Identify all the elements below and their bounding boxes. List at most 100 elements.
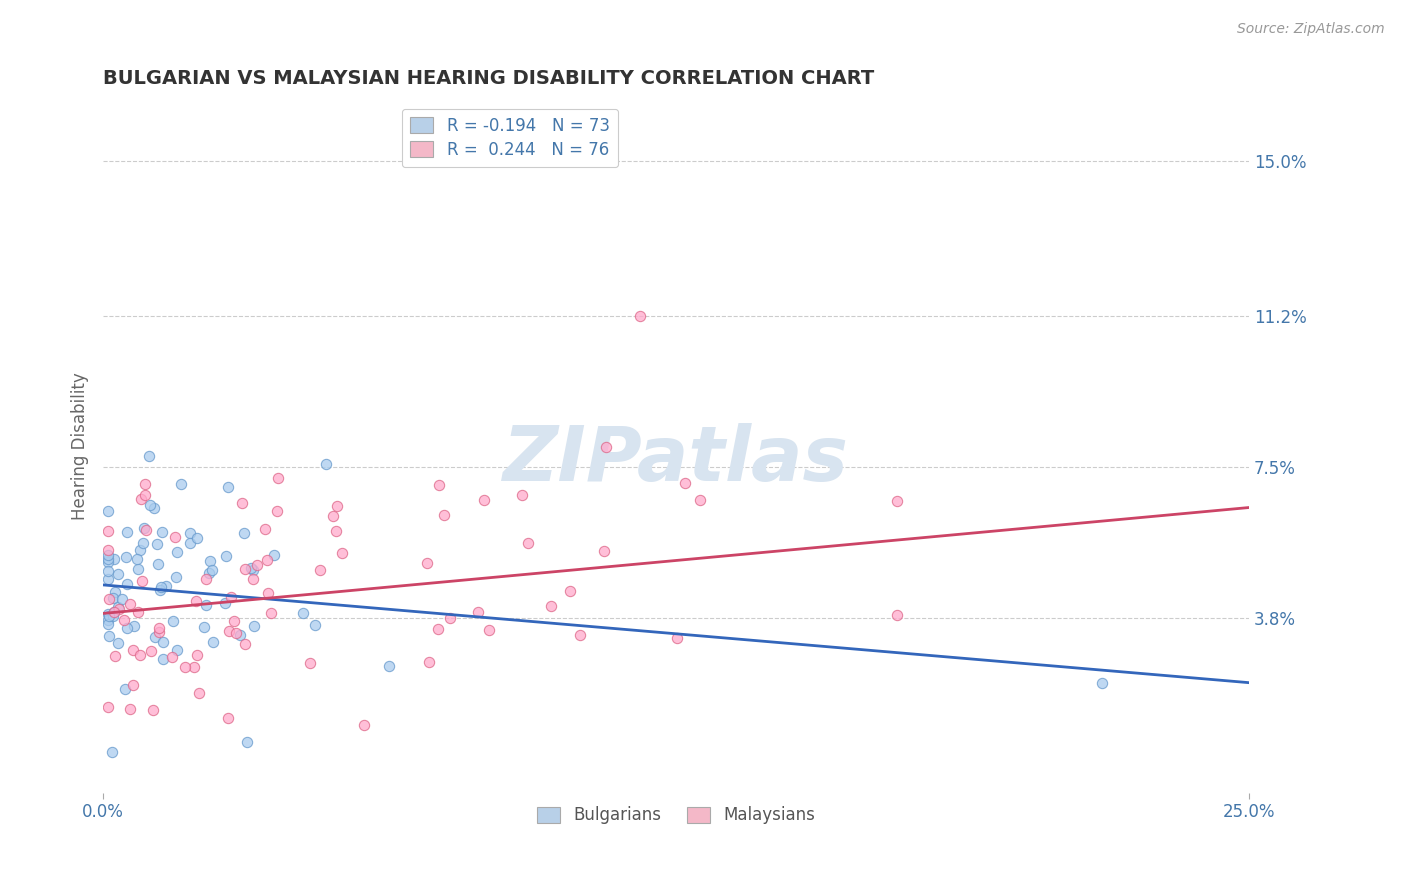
Legend: Bulgarians, Malaysians: Bulgarians, Malaysians [529,798,824,833]
Point [97,617,120,632]
Point [160,649,183,664]
Point [467,605,489,619]
Point [165,570,187,584]
Point [152,652,174,666]
Point [139,644,162,658]
Point [330,545,353,559]
Point [132,521,155,535]
Point [118,702,141,716]
Point [115,549,138,564]
Point [97,699,120,714]
Point [186,531,208,545]
Point [325,524,347,538]
Point [108,602,131,616]
Point [104,584,127,599]
Point [378,659,401,673]
Point [292,607,315,621]
Point [886,608,908,623]
Point [97,524,120,539]
Point [115,577,138,591]
Point [97,573,120,587]
Point [97,556,120,570]
Point [242,619,264,633]
Point [214,549,236,563]
Point [186,593,208,607]
Point [253,523,276,537]
Point [188,685,211,699]
Point [595,441,617,455]
Point [127,562,149,576]
Point [97,504,120,518]
Point [112,614,135,628]
Point [97,613,120,627]
Point [122,642,145,657]
Point [689,492,711,507]
Point [179,526,201,541]
Point [235,637,257,651]
Point [122,678,145,692]
Point [198,566,221,580]
Point [257,586,280,600]
Point [195,573,218,587]
Point [129,648,152,662]
Point [326,499,349,513]
Point [201,563,224,577]
Point [97,564,120,578]
Point [101,591,124,606]
Point [117,621,139,635]
Point [472,492,495,507]
Point [183,659,205,673]
Point [193,619,215,633]
Point [233,525,256,540]
Point [433,508,456,522]
Point [162,614,184,628]
Point [240,561,263,575]
Point [148,621,170,635]
Point [218,624,240,639]
Text: BULGARIAN VS MALAYSIAN HEARING DISABILITY CORRELATION CHART: BULGARIAN VS MALAYSIAN HEARING DISABILIT… [103,69,875,87]
Point [299,656,322,670]
Point [134,488,156,502]
Point [148,625,170,640]
Point [217,480,239,494]
Point [267,471,290,485]
Text: Source: ZipAtlas.com: Source: ZipAtlas.com [1237,22,1385,37]
Point [98,591,121,606]
Point [242,572,264,586]
Point [142,500,165,515]
Point [233,562,256,576]
Point [260,606,283,620]
Point [97,552,120,566]
Point [149,580,172,594]
Point [165,530,187,544]
Point [665,632,688,646]
Point [322,509,344,524]
Point [166,643,188,657]
Point [127,605,149,619]
Point [155,579,177,593]
Point [224,614,246,628]
Point [142,703,165,717]
Point [97,548,120,562]
Point [418,656,440,670]
Point [427,622,450,636]
Point [439,610,461,624]
Point [186,648,208,662]
Point [217,711,239,725]
Point [138,449,160,463]
Point [127,552,149,566]
Point [198,553,221,567]
Point [122,618,145,632]
Point [309,563,332,577]
Point [246,558,269,572]
Point [416,556,439,570]
Point [266,504,288,518]
Point [225,626,247,640]
Point [115,525,138,540]
Point [139,498,162,512]
Point [201,635,224,649]
Point [97,607,120,621]
Point [107,567,129,582]
Point [263,549,285,563]
Point [229,628,252,642]
